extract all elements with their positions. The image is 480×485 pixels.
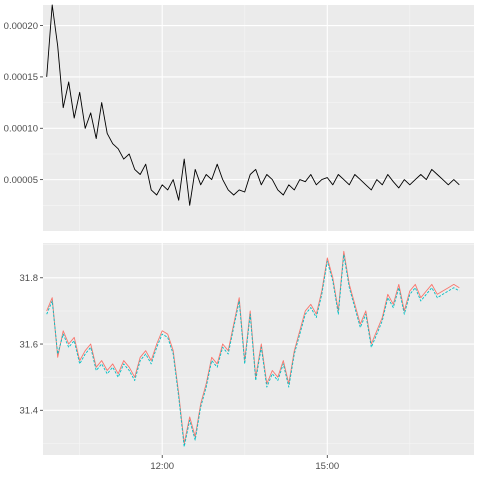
- y-tick-label: 31.8: [20, 273, 39, 284]
- y-tick-label: 0.00010: [4, 124, 38, 135]
- x-tick-label: 12:00: [150, 461, 174, 472]
- y-tick-label: 0.00020: [4, 21, 38, 32]
- panel-background: [43, 5, 474, 231]
- y-tick-label: 31.6: [20, 339, 39, 350]
- panel-1: 0.00005 0.00010 0.00015 0.00020: [4, 4, 474, 231]
- series-line-1: [46, 250, 460, 444]
- series-line-1: [46, 4, 460, 206]
- y-tick-label: 0.00015: [4, 72, 38, 83]
- x-tick-label: 15:00: [315, 461, 339, 472]
- y-tick-label: 0.00005: [4, 175, 38, 186]
- series-line-2: [46, 254, 460, 448]
- panel-background: [43, 243, 474, 455]
- panel-2: 31.4 31.6 31.8 12:00 15:00: [20, 243, 474, 472]
- y-tick-label: 31.4: [20, 406, 39, 417]
